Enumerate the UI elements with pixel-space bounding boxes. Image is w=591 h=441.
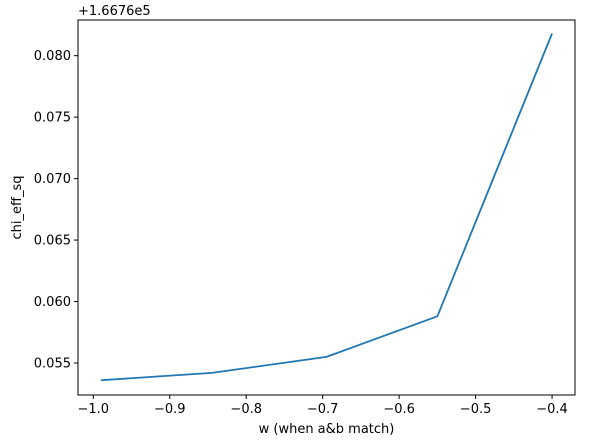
y-tick-label: 0.075 [34,111,71,126]
y-tick-label: 0.080 [34,49,71,64]
axes-frame [77,19,576,396]
x-tick-label: −1.0 [78,402,110,417]
y-axis-label: chi_eff_sq [10,176,25,240]
y-tick-label: 0.060 [34,295,71,310]
x-tick-label: −0.5 [460,402,492,417]
y-tick-label: 0.070 [34,172,71,187]
x-axis-label: w (when a&b match) [259,422,395,437]
y-offset-label: +1.6676e5 [78,4,151,19]
x-tick-label: −0.6 [383,402,415,417]
x-tick-label: −0.4 [536,402,568,417]
plot-area [100,33,553,382]
series-line-0 [100,33,553,382]
y-tick-label: 0.065 [34,234,71,249]
x-tick-label: −0.8 [230,402,262,417]
y-axis: 0.055 0.060 0.065 0.070 0.075 0.080 [34,49,78,372]
x-axis: −1.0 −0.9 −0.8 −0.7 −0.6 −0.5 −0.4 [78,395,568,417]
y-tick-label: 0.055 [34,357,71,372]
x-tick-label: −0.9 [154,402,186,417]
x-tick-label: −0.7 [307,402,339,417]
